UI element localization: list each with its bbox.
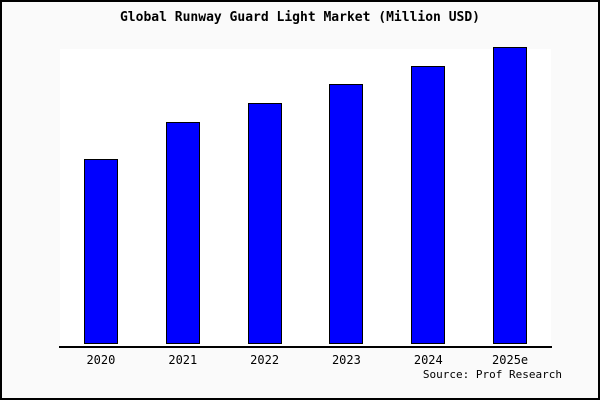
x-tick-label-2020: 2020 [86, 353, 116, 367]
x-tick-label-2022: 2022 [250, 353, 280, 367]
x-tick-label-2025e: 2025e [492, 353, 529, 367]
bar-2023 [329, 84, 364, 344]
bar-2024 [411, 66, 446, 344]
bar-2020 [83, 159, 118, 344]
source-note: Source: Prof Research [422, 368, 562, 381]
plot-area [60, 49, 551, 347]
chart-title: Global Runway Guard Light Market (Millio… [119, 10, 481, 25]
x-tick-label-2024: 2024 [413, 353, 443, 367]
bar-2021 [165, 122, 200, 344]
bar-2022 [247, 103, 282, 344]
x-tick-label-2021: 2021 [168, 353, 198, 367]
x-tick-label-2023: 2023 [331, 353, 361, 367]
bar-2025e [493, 47, 528, 344]
x-axis-line [59, 346, 552, 348]
